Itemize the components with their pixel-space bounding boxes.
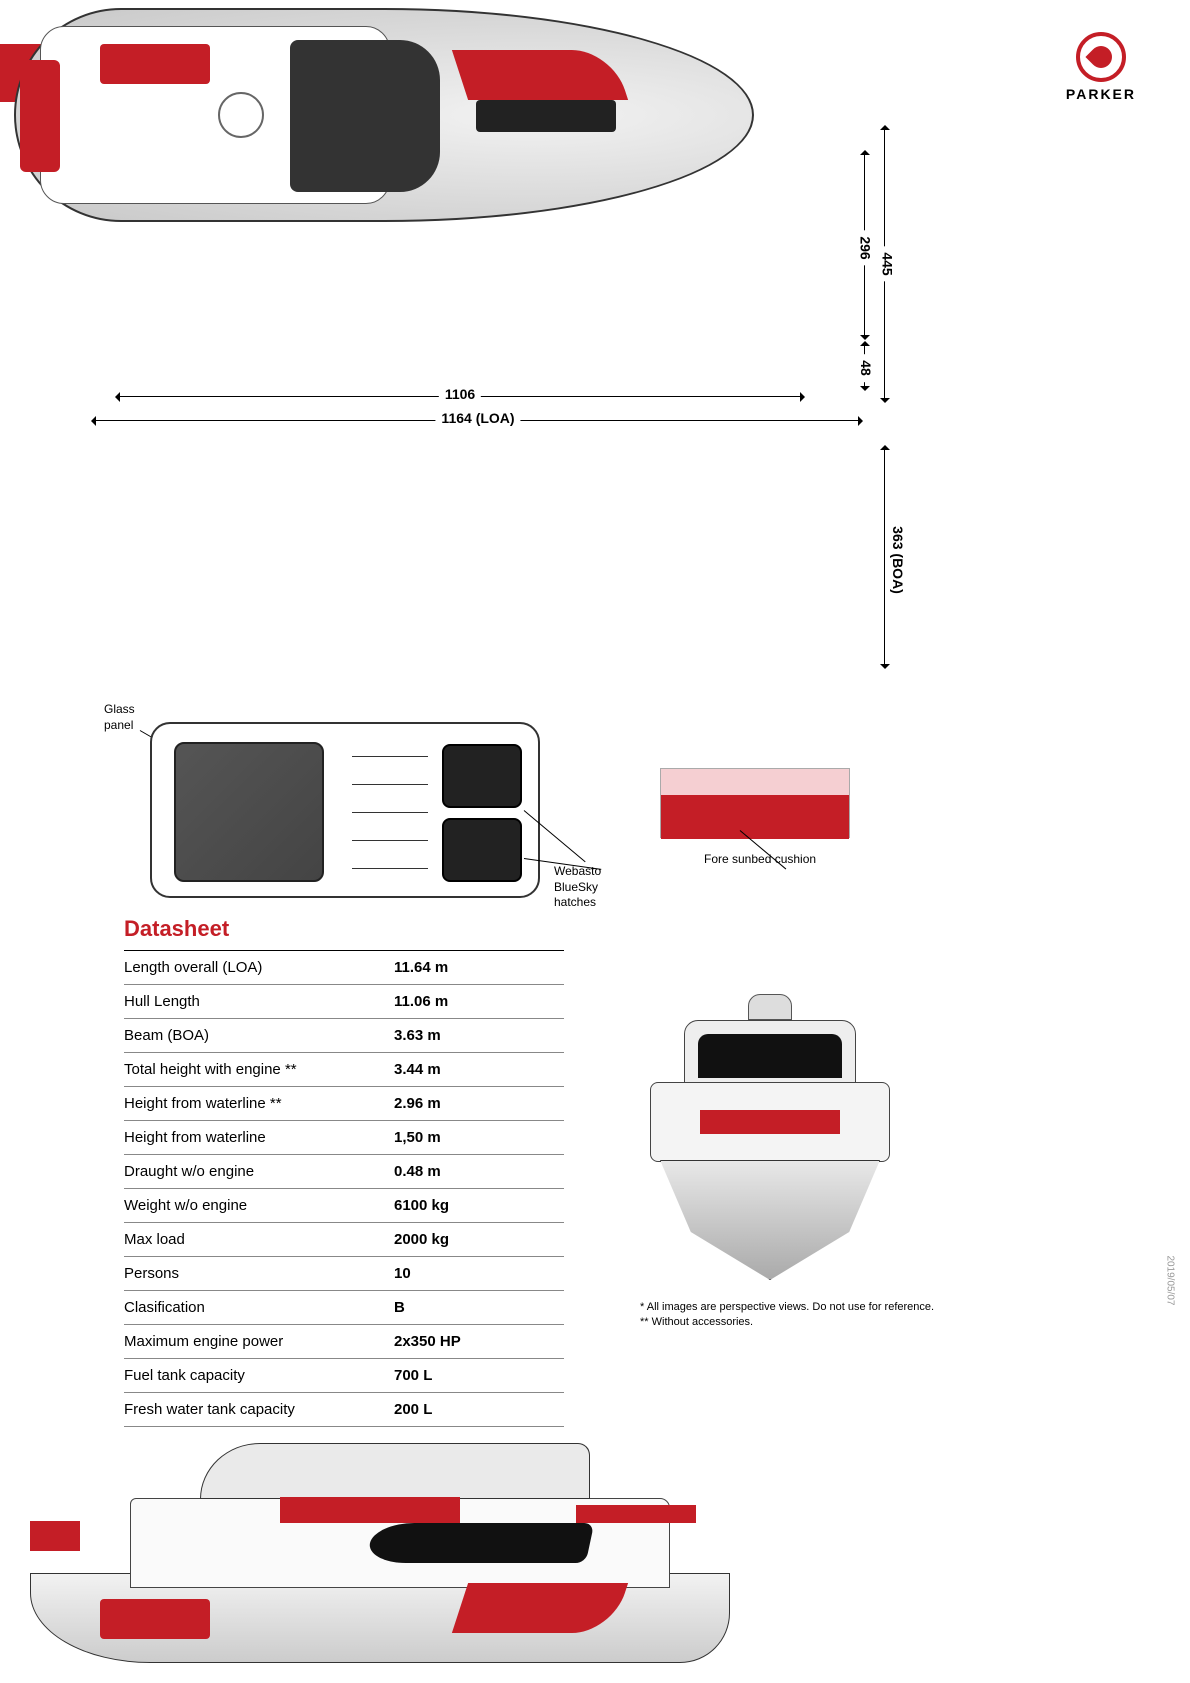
datasheet-label: Beam (BOA) xyxy=(124,1027,394,1044)
datasheet-row: Beam (BOA)3.63 m xyxy=(124,1019,564,1053)
datasheet-row: Height from waterline **2.96 m xyxy=(124,1087,564,1121)
footnote-2: ** Without accessories. xyxy=(640,1315,934,1330)
datasheet-value: 700 L xyxy=(394,1367,432,1384)
annotation-cushion: Fore sunbed cushion xyxy=(704,852,816,868)
datasheet-value: 11.06 m xyxy=(394,993,448,1010)
datasheet-row: Max load2000 kg xyxy=(124,1223,564,1257)
helm-top xyxy=(218,92,264,138)
datasheet-row: Fuel tank capacity700 L xyxy=(124,1359,564,1393)
annotation-hatches: Webasto BlueSky hatches xyxy=(554,864,601,911)
roof-detail-diagram xyxy=(150,722,540,898)
datasheet-label: Fresh water tank capacity xyxy=(124,1401,394,1418)
datasheet-value: 3.63 m xyxy=(394,1027,441,1044)
dim-label-296: 296 xyxy=(858,230,874,265)
datasheet: Datasheet Length overall (LOA)11.64 mHul… xyxy=(124,916,564,1427)
rail-3 xyxy=(352,812,428,813)
sunbed-front xyxy=(700,1110,840,1134)
datasheet-label: Draught w/o engine xyxy=(124,1163,394,1180)
bow-accent-side xyxy=(576,1505,696,1523)
dim-line-boa xyxy=(884,450,885,664)
radar-dome xyxy=(748,994,792,1020)
datasheet-row: Weight w/o engine6100 kg xyxy=(124,1189,564,1223)
datasheet-label: Weight w/o engine xyxy=(124,1197,394,1214)
datasheet-value: B xyxy=(394,1299,405,1316)
datasheet-row: Height from waterline1,50 m xyxy=(124,1121,564,1155)
datasheet-label: Persons xyxy=(124,1265,394,1282)
cushion-swatch xyxy=(660,768,850,838)
datasheet-title: Datasheet xyxy=(124,916,564,951)
datasheet-value: 200 L xyxy=(394,1401,432,1418)
datasheet-label: Total height with engine ** xyxy=(124,1061,394,1078)
hull-front xyxy=(660,1160,880,1280)
datasheet-row: Total height with engine **3.44 m xyxy=(124,1053,564,1087)
datasheet-value: 3.44 m xyxy=(394,1061,441,1078)
dim-label-48: 48 xyxy=(858,354,874,382)
datasheet-label: Maximum engine power xyxy=(124,1333,394,1350)
datasheet-row: Maximum engine power2x350 HP xyxy=(124,1325,564,1359)
datasheet-label: Length overall (LOA) xyxy=(124,959,394,976)
datasheet-value: 1,50 m xyxy=(394,1129,441,1146)
datasheet-label: Fuel tank capacity xyxy=(124,1367,394,1384)
datasheet-row: Length overall (LOA)11.64 m xyxy=(124,951,564,985)
dim-label-boa: 363 (BOA) xyxy=(890,520,906,600)
datasheet-value: 6100 kg xyxy=(394,1197,449,1214)
datasheet-label: Clasification xyxy=(124,1299,394,1316)
datasheet-value: 2.96 m xyxy=(394,1095,441,1112)
rail-2 xyxy=(352,784,428,785)
front-profile-diagram xyxy=(620,920,920,1300)
brand-logo-icon xyxy=(1076,32,1126,82)
document-date: 2019/05/07 xyxy=(1165,1255,1176,1305)
datasheet-value: 2x350 HP xyxy=(394,1333,461,1350)
brand-logo: PARKER xyxy=(1066,32,1136,102)
hatch-1 xyxy=(442,744,522,808)
seating-accent-side xyxy=(280,1497,460,1523)
stern-accent-side xyxy=(30,1521,80,1551)
cushion-color-red xyxy=(661,795,849,839)
datasheet-row: Persons10 xyxy=(124,1257,564,1291)
datasheet-label: Height from waterline xyxy=(124,1129,394,1146)
glass-panel xyxy=(174,742,324,882)
datasheet-row: Draught w/o engine0.48 m xyxy=(124,1155,564,1189)
port-seat-top xyxy=(100,44,210,84)
datasheet-value: 0.48 m xyxy=(394,1163,441,1180)
brand-name: PARKER xyxy=(1066,86,1136,102)
datasheet-value: 2000 kg xyxy=(394,1231,449,1248)
window-side xyxy=(366,1523,595,1563)
windshield-front xyxy=(698,1034,842,1078)
stern-seat-top xyxy=(20,60,60,172)
dim-label-1106: 1106 xyxy=(439,386,481,402)
datasheet-label: Hull Length xyxy=(124,993,394,1010)
footnotes: * All images are perspective views. Do n… xyxy=(640,1300,934,1331)
rail-4 xyxy=(352,840,428,841)
datasheet-label: Height from waterline ** xyxy=(124,1095,394,1112)
annotation-glass-panel: Glass panel xyxy=(104,702,135,733)
hatch-2 xyxy=(442,818,522,882)
windshield-top xyxy=(290,40,440,192)
rail-5 xyxy=(352,868,428,869)
dim-label-445: 445 xyxy=(880,246,896,281)
top-plan-diagram xyxy=(0,270,770,500)
rail-1 xyxy=(352,756,428,757)
dim-label-loa: 1164 (LOA) xyxy=(435,410,520,426)
starboard-seat-top xyxy=(100,1599,210,1639)
roof-side xyxy=(200,1443,590,1499)
cushion-color-light xyxy=(661,769,849,795)
foredeck-hatches xyxy=(476,100,616,132)
datasheet-value: 11.64 m xyxy=(394,959,448,976)
datasheet-label: Max load xyxy=(124,1231,394,1248)
datasheet-row: Hull Length11.06 m xyxy=(124,985,564,1019)
datasheet-row: ClasificationB xyxy=(124,1291,564,1325)
footnote-1: * All images are perspective views. Do n… xyxy=(640,1300,934,1315)
datasheet-value: 10 xyxy=(394,1265,411,1282)
datasheet-row: Fresh water tank capacity200 L xyxy=(124,1393,564,1427)
